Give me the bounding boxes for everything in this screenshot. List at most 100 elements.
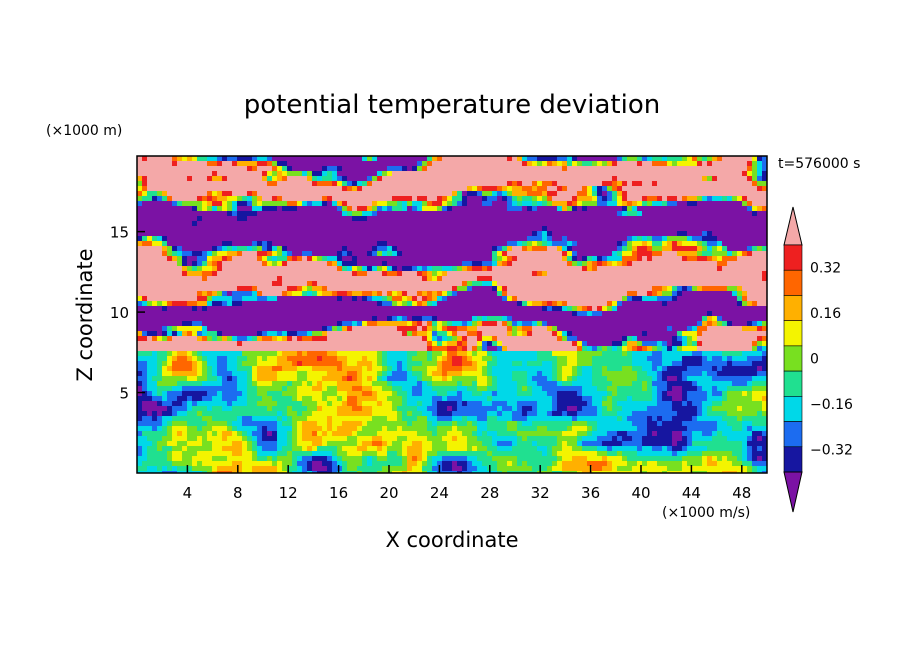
field-cell (737, 236, 742, 241)
field-cell (442, 226, 447, 231)
field-cell (142, 381, 147, 386)
field-cell (482, 416, 487, 421)
field-cell (702, 256, 707, 261)
field-cell (332, 356, 337, 361)
field-cell (457, 291, 462, 296)
field-cell (757, 371, 762, 376)
field-cell (517, 361, 522, 366)
field-cell (462, 231, 467, 236)
field-cell (487, 321, 492, 326)
field-cell (272, 351, 277, 356)
field-cell (447, 371, 452, 376)
field-cell (452, 236, 457, 241)
field-cell (672, 361, 677, 366)
field-cell (152, 311, 157, 316)
field-cell (427, 161, 432, 166)
field-cell (642, 296, 647, 301)
field-cell (392, 396, 397, 401)
field-cell (267, 356, 272, 361)
field-cell (317, 296, 322, 301)
field-cell (217, 351, 222, 356)
field-cell (652, 296, 657, 301)
field-cell (237, 381, 242, 386)
field-cell (287, 216, 292, 221)
field-cell (287, 226, 292, 231)
field-cell (167, 411, 172, 416)
field-cell (652, 396, 657, 401)
field-cell (422, 351, 427, 356)
field-cell (582, 231, 587, 236)
field-cell (442, 211, 447, 216)
field-cell (237, 356, 242, 361)
field-cell (327, 311, 332, 316)
field-cell (172, 256, 177, 261)
field-cell (707, 401, 712, 406)
field-cell (412, 231, 417, 236)
field-cell (587, 336, 592, 341)
field-cell (502, 406, 507, 411)
field-cell (362, 161, 367, 166)
field-cell (492, 341, 497, 346)
field-cell (382, 226, 387, 231)
field-cell (482, 201, 487, 206)
field-cell (352, 316, 357, 321)
field-cell (752, 381, 757, 386)
field-cell (152, 231, 157, 236)
field-cell (667, 416, 672, 421)
field-cell (622, 321, 627, 326)
field-cell (682, 311, 687, 316)
field-cell (687, 366, 692, 371)
field-cell (227, 381, 232, 386)
field-cell (687, 256, 692, 261)
field-cell (282, 411, 287, 416)
field-cell (392, 266, 397, 271)
field-cell (287, 361, 292, 366)
field-cell (482, 281, 487, 286)
field-cell (412, 206, 417, 211)
field-cell (247, 291, 252, 296)
field-cell (317, 291, 322, 296)
field-cell (637, 306, 642, 311)
field-cell (652, 211, 657, 216)
field-cell (552, 356, 557, 361)
field-cell (267, 161, 272, 166)
field-cell (487, 236, 492, 241)
field-cell (262, 171, 267, 176)
field-cell (372, 251, 377, 256)
field-cell (572, 381, 577, 386)
field-cell (222, 191, 227, 196)
field-cell (237, 396, 242, 401)
field-cell (277, 401, 282, 406)
field-cell (247, 201, 252, 206)
field-cell (512, 306, 517, 311)
field-cell (142, 186, 147, 191)
field-cell (412, 356, 417, 361)
field-cell (272, 216, 277, 221)
field-cell (217, 391, 222, 396)
field-cell (587, 326, 592, 331)
field-cell (187, 351, 192, 356)
field-cell (482, 311, 487, 316)
field-cell (312, 411, 317, 416)
field-cell (407, 381, 412, 386)
field-cell (732, 401, 737, 406)
field-cell (592, 411, 597, 416)
field-cell (187, 206, 192, 211)
field-cell (442, 296, 447, 301)
field-cell (592, 311, 597, 316)
field-cell (712, 236, 717, 241)
field-cell (382, 241, 387, 246)
field-cell (167, 391, 172, 396)
field-cell (517, 356, 522, 361)
field-cell (242, 306, 247, 311)
field-cell (237, 231, 242, 236)
field-cell (607, 196, 612, 201)
field-cell (207, 366, 212, 371)
field-cell (552, 416, 557, 421)
field-cell (212, 191, 217, 196)
field-cell (742, 381, 747, 386)
field-cell (597, 196, 602, 201)
field-cell (217, 201, 222, 206)
field-cell (382, 366, 387, 371)
field-cell (617, 261, 622, 266)
